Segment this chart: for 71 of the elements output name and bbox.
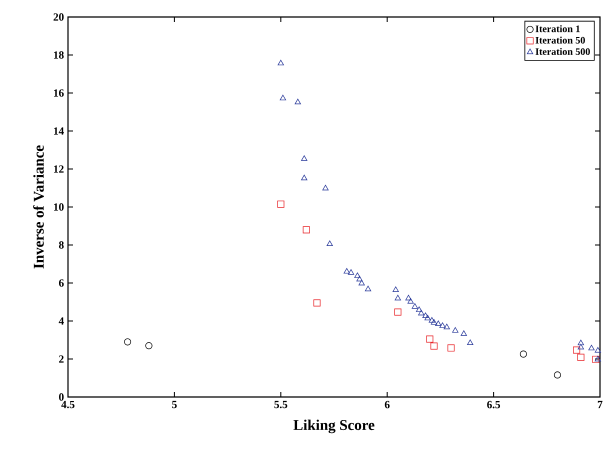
point: [430, 319, 438, 325]
point: [405, 294, 412, 300]
y-tick-label: 20: [54, 13, 64, 21]
point: [124, 338, 132, 346]
point: [322, 184, 329, 190]
point: [460, 330, 467, 336]
legend-label: Iteration 500: [536, 48, 590, 55]
y-tick-label: 18: [54, 51, 64, 59]
x-tick-label: 4.5: [61, 400, 74, 408]
point: [577, 354, 584, 361]
x-tick-label: 6.5: [487, 400, 500, 408]
x-tick-label: 7: [598, 400, 602, 408]
point: [573, 346, 580, 354]
legend-label: Iteration 50: [536, 36, 585, 44]
point: [439, 322, 446, 328]
y-tick-label: 6: [58, 279, 64, 287]
y-tick-label: 12: [54, 165, 64, 173]
x-axis-title: Liking Score: [293, 420, 374, 434]
point: [394, 294, 401, 300]
point: [392, 286, 399, 292]
point: [452, 327, 458, 333]
point: [588, 344, 595, 350]
point: [422, 312, 429, 318]
point: [356, 276, 363, 282]
point: [364, 286, 372, 292]
point: [145, 342, 152, 350]
point: [578, 340, 584, 346]
y-tick-label: 8: [58, 241, 64, 249]
x-tick-label: 5.5: [274, 400, 288, 408]
y-tick-label: 2: [59, 355, 64, 363]
point: [467, 339, 474, 345]
point: [426, 336, 434, 343]
point: [301, 155, 308, 161]
point: [313, 299, 321, 306]
point: [578, 344, 584, 350]
point: [354, 272, 361, 278]
point: [326, 240, 333, 246]
y-tick-label: 10: [54, 203, 64, 211]
point: [301, 174, 308, 180]
point: [430, 342, 438, 350]
point: [520, 350, 527, 358]
point: [416, 306, 422, 312]
point: [407, 298, 414, 304]
x-tick-label: 6: [384, 400, 390, 408]
point: [394, 308, 402, 316]
point: [435, 320, 442, 326]
point: [594, 347, 601, 353]
point: [594, 356, 601, 362]
point: [344, 268, 350, 274]
point: [294, 98, 301, 104]
point: [278, 60, 284, 66]
point: [302, 226, 310, 234]
point: [412, 303, 418, 309]
point: [428, 317, 436, 323]
x-tick-label: 5: [172, 400, 177, 408]
point: [277, 200, 284, 208]
point: [348, 269, 354, 275]
point: [447, 344, 455, 352]
y-tick-label: 4: [58, 317, 64, 325]
y-tick-label: 16: [54, 89, 64, 97]
point: [444, 324, 450, 330]
point: [424, 314, 431, 320]
y-tick-label: 14: [54, 127, 64, 135]
y-axis-title: Inverse of Variance: [33, 145, 44, 268]
point: [280, 94, 286, 100]
legend-label: Iteration 1: [536, 25, 580, 32]
point: [358, 280, 365, 286]
point: [418, 310, 424, 316]
y-tick-label: 0: [59, 393, 64, 401]
point: [592, 356, 600, 363]
point: [554, 371, 561, 379]
